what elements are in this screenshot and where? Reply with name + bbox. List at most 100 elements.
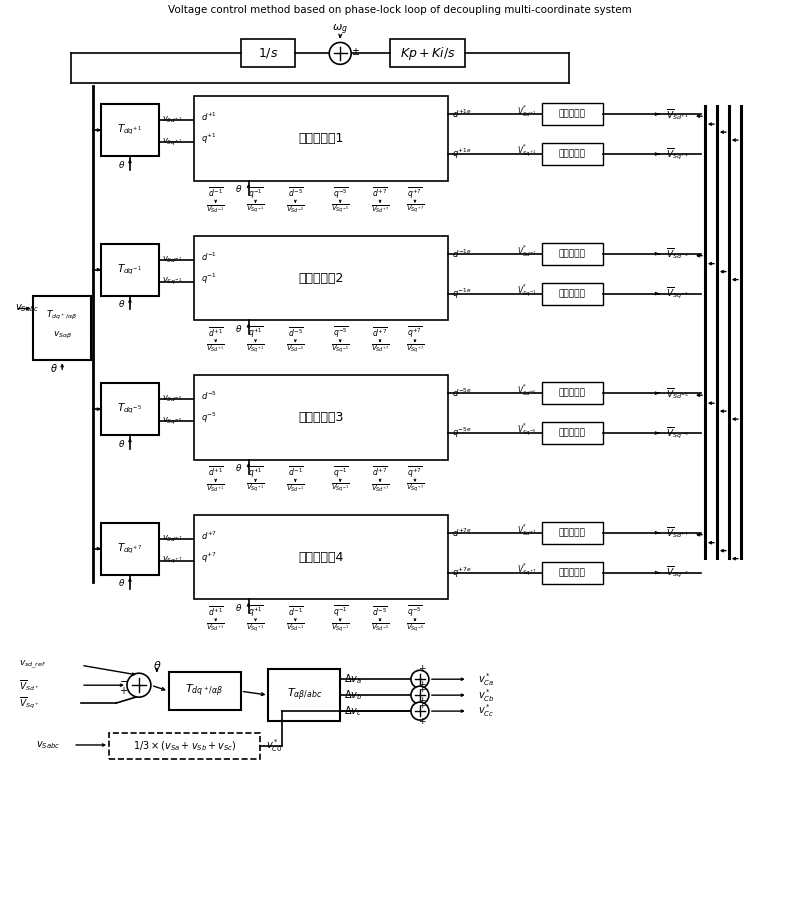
Text: $\overline{q^{+7}}$: $\overline{q^{+7}}$ <box>407 325 422 340</box>
Text: $\theta$: $\theta$ <box>153 659 161 671</box>
Text: $T_{dq^+/\alpha\beta}$: $T_{dq^+/\alpha\beta}$ <box>46 308 78 322</box>
Text: $v_{Cb}^*$: $v_{Cb}^*$ <box>478 686 494 704</box>
Text: 解耦子模块4: 解耦子模块4 <box>298 550 343 564</box>
Text: $\overline{V}_{Sd^{-5}}$: $\overline{V}_{Sd^{-5}}$ <box>666 386 689 400</box>
Text: $1/3\times(v_{Sa}+v_{Sb}+v_{Sc})$: $1/3\times(v_{Sa}+v_{Sb}+v_{Sc})$ <box>133 739 237 753</box>
Text: $\overline{V}_{Sd^{+7}}$: $\overline{V}_{Sd^{+7}}$ <box>666 525 689 540</box>
Text: $\overline{V_{Sd^{+1}}}$: $\overline{V_{Sd^{+1}}}$ <box>206 483 225 493</box>
Text: $\overline{V}_{Sq^{-1}}$: $\overline{V}_{Sq^{-1}}$ <box>666 286 688 301</box>
Text: $\overline{q^{+1}}$: $\overline{q^{+1}}$ <box>248 465 263 480</box>
Bar <box>194 515 448 600</box>
Circle shape <box>127 673 151 697</box>
Text: $v_{sd\_ref}$: $v_{sd\_ref}$ <box>19 659 46 671</box>
Text: $T_{dq^{-5}}$: $T_{dq^{-5}}$ <box>118 402 142 417</box>
Text: $\overline{d^{+7}}$: $\overline{d^{+7}}$ <box>372 465 388 479</box>
Text: $+$: $+$ <box>119 685 129 695</box>
Text: $T_{dq^{+7}}$: $T_{dq^{+7}}$ <box>118 541 142 556</box>
Bar <box>241 40 295 68</box>
Text: $q^{-1}$: $q^{-1}$ <box>201 272 217 286</box>
Text: $\overline{V_{Sq^{-5}}}$: $\overline{V_{Sq^{-5}}}$ <box>406 621 424 634</box>
Text: $\theta$: $\theta$ <box>235 463 242 474</box>
Bar <box>269 669 340 721</box>
Text: $\overline{V}_{Sq^{-5}}$: $\overline{V}_{Sq^{-5}}$ <box>666 426 688 441</box>
Bar <box>542 562 603 584</box>
Text: 低通滤波器: 低通滤波器 <box>559 110 586 119</box>
Text: $\overline{V_{Sq^{-1}}}$: $\overline{V_{Sq^{-1}}}$ <box>246 203 265 216</box>
Text: $v_{Sq^{-5}}$: $v_{Sq^{-5}}$ <box>162 416 182 427</box>
Text: $\overline{V}_{Sd^+}$: $\overline{V}_{Sd^+}$ <box>19 677 40 693</box>
Bar <box>194 375 448 460</box>
Text: $+$: $+$ <box>418 685 426 695</box>
Text: $\overline{V_{Sd^{+7}}}$: $\overline{V_{Sd^{+7}}}$ <box>370 343 390 354</box>
Text: $\overline{V_{Sq^{-1}}}$: $\overline{V_{Sq^{-1}}}$ <box>331 482 350 494</box>
Circle shape <box>411 686 429 704</box>
Text: $v_{Sq^{-1}}$: $v_{Sq^{-1}}$ <box>162 276 182 287</box>
Text: $\overline{V_{Sd^{-5}}}$: $\overline{V_{Sd^{-5}}}$ <box>286 343 305 354</box>
Text: $v_{Sd^{+1}}$: $v_{Sd^{+1}}$ <box>162 115 182 125</box>
Text: $\overline{V}_{Sq^{+7}}$: $\overline{V}_{Sq^{+7}}$ <box>666 565 688 580</box>
Text: 低通滤波器: 低通滤波器 <box>559 249 586 258</box>
Text: $\Delta v_a$: $\Delta v_a$ <box>344 672 362 686</box>
Text: $\theta$: $\theta$ <box>118 298 126 309</box>
Text: $\overline{V_{Sd^{-5}}}$: $\overline{V_{Sd^{-5}}}$ <box>370 621 390 633</box>
Text: $\overline{V_{Sq^{+7}}}$: $\overline{V_{Sq^{+7}}}$ <box>406 482 424 494</box>
Text: $\overline{V_{Sq^{-1}}}$: $\overline{V_{Sq^{-1}}}$ <box>331 621 350 634</box>
Text: $\overline{V_{Sd^{+7}}}$: $\overline{V_{Sd^{+7}}}$ <box>370 203 390 215</box>
Text: $d^{-5}$: $d^{-5}$ <box>201 390 217 402</box>
Text: $T_{dq^+/\alpha\beta}$: $T_{dq^+/\alpha\beta}$ <box>186 683 224 699</box>
Text: $\overline{q^{+7}}$: $\overline{q^{+7}}$ <box>407 465 422 480</box>
Bar <box>194 97 448 181</box>
Text: $\overline{V_{Sd^{+1}}}$: $\overline{V_{Sd^{+1}}}$ <box>206 343 225 354</box>
Text: $v_{Ca}^*$: $v_{Ca}^*$ <box>478 671 494 687</box>
Text: $\overline{V}_{Sd^{-1}}$: $\overline{V}_{Sd^{-1}}$ <box>666 246 689 261</box>
Text: $\overline{q^{+7}}$: $\overline{q^{+7}}$ <box>407 185 422 200</box>
Text: $\overline{d^{+1}}$: $\overline{d^{+1}}$ <box>208 326 223 339</box>
Text: $v_{Sq^{+7}}$: $v_{Sq^{+7}}$ <box>162 555 182 566</box>
Text: $\theta$: $\theta$ <box>50 363 58 374</box>
Circle shape <box>330 42 351 64</box>
Text: $T_{dq^{+1}}$: $T_{dq^{+1}}$ <box>118 123 142 137</box>
Bar <box>390 40 465 68</box>
Bar <box>101 105 159 156</box>
Bar <box>542 282 603 305</box>
Text: $V_{Sq^{-5}}^{*}$: $V_{Sq^{-5}}^{*}$ <box>517 422 537 438</box>
Text: $v_{Sd^{+7}}$: $v_{Sd^{+7}}$ <box>162 533 182 544</box>
Text: 低通滤波器: 低通滤波器 <box>559 389 586 398</box>
Text: $d^{+7}$: $d^{+7}$ <box>201 529 217 542</box>
Text: $\overline{d^{+1}}$: $\overline{d^{+1}}$ <box>208 465 223 479</box>
Text: $T_{\alpha\beta/abc}$: $T_{\alpha\beta/abc}$ <box>286 687 322 704</box>
Circle shape <box>411 670 429 688</box>
Bar <box>542 143 603 165</box>
Text: $d^{+1}$: $d^{+1}$ <box>201 111 217 124</box>
Text: $\theta$: $\theta$ <box>235 183 242 195</box>
Text: $q^{+7}$: $q^{+7}$ <box>201 550 217 565</box>
Text: $V_{Sq^{-1}}^{*}$: $V_{Sq^{-1}}^{*}$ <box>517 282 537 299</box>
Text: $1/s$: $1/s$ <box>258 46 278 60</box>
Text: $\overline{q^{+1}}$: $\overline{q^{+1}}$ <box>248 603 263 619</box>
Text: $q^{-5e}$: $q^{-5e}$ <box>452 426 471 440</box>
Text: $v_{Sd^{-1}}$: $v_{Sd^{-1}}$ <box>162 254 182 265</box>
Text: $\overline{V_{Sd^{-1}}}$: $\overline{V_{Sd^{-1}}}$ <box>286 621 305 633</box>
Text: 低通滤波器: 低通滤波器 <box>559 529 586 538</box>
Bar <box>194 235 448 320</box>
Bar <box>542 521 603 544</box>
Text: $d^{-1e}$: $d^{-1e}$ <box>452 247 472 260</box>
Text: $\overline{d^{-1}}$: $\overline{d^{-1}}$ <box>287 465 303 479</box>
Bar <box>542 243 603 264</box>
Text: $Kp+Ki/s$: $Kp+Ki/s$ <box>400 45 455 62</box>
Text: $V_{Sd^{-1}}^{*}$: $V_{Sd^{-1}}^{*}$ <box>517 243 537 259</box>
Text: $\overline{V}_{Sq^+}$: $\overline{V}_{Sq^+}$ <box>19 695 40 711</box>
Text: $v_{Cc}^*$: $v_{Cc}^*$ <box>478 703 494 720</box>
Text: $-$: $-$ <box>119 676 129 686</box>
Text: $\overline{d^{-1}}$: $\overline{d^{-1}}$ <box>287 604 303 618</box>
Text: $d^{+7e}$: $d^{+7e}$ <box>452 527 472 538</box>
Text: $\overline{V_{Sq^{+7}}}$: $\overline{V_{Sq^{+7}}}$ <box>406 203 424 216</box>
Text: $\theta$: $\theta$ <box>235 323 242 334</box>
Text: $V_{Sq^{+1}}^{*}$: $V_{Sq^{+1}}^{*}$ <box>517 143 537 160</box>
Text: $d^{-5e}$: $d^{-5e}$ <box>452 387 472 400</box>
Text: $v_{C0}^*$: $v_{C0}^*$ <box>266 738 283 754</box>
Text: $\overline{V_{Sq^{+1}}}$: $\overline{V_{Sq^{+1}}}$ <box>246 482 265 494</box>
Text: $\overline{d^{+7}}$: $\overline{d^{+7}}$ <box>372 186 388 199</box>
Text: $\overline{V_{Sd^{+7}}}$: $\overline{V_{Sd^{+7}}}$ <box>370 483 390 493</box>
Bar <box>542 422 603 444</box>
